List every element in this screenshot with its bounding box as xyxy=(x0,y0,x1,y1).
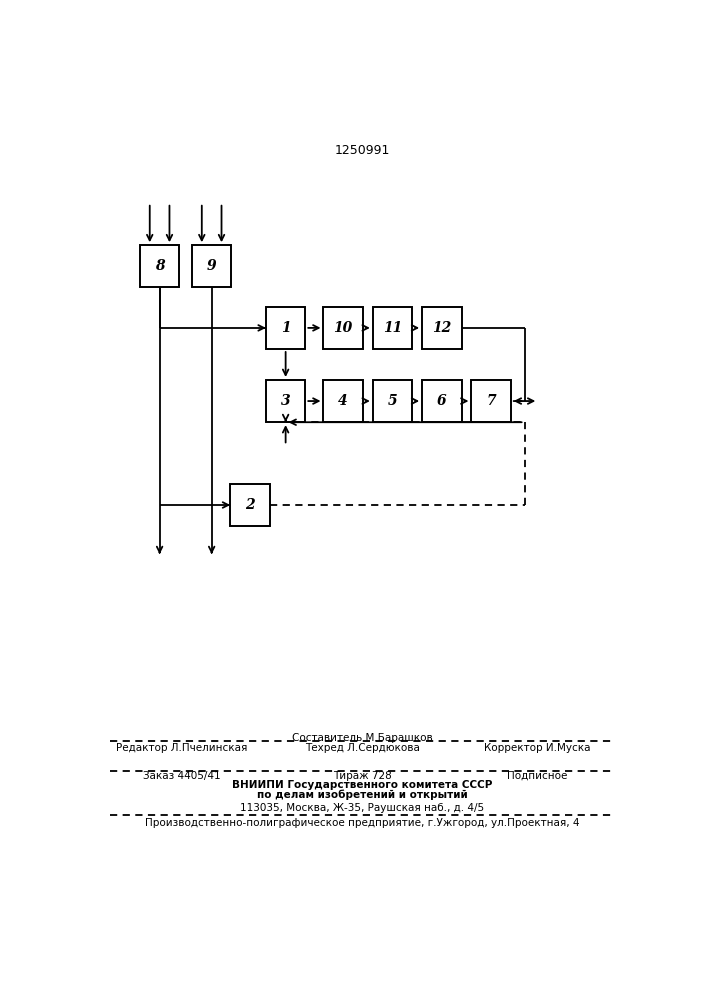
Bar xyxy=(373,380,412,422)
Text: 113035, Москва, Ж-35, Раушская наб., д. 4/5: 113035, Москва, Ж-35, Раушская наб., д. … xyxy=(240,803,484,813)
Text: 1250991: 1250991 xyxy=(334,144,390,157)
Bar xyxy=(230,484,270,526)
Text: 9: 9 xyxy=(207,259,216,273)
Text: Подписное: Подписное xyxy=(508,771,568,781)
Text: ВНИИПИ Государственного комитета СССР: ВНИИПИ Государственного комитета СССР xyxy=(232,780,493,790)
Bar xyxy=(140,245,180,287)
Text: 1: 1 xyxy=(281,321,291,335)
Text: 10: 10 xyxy=(334,321,353,335)
Text: Составитель М.Барашков: Составитель М.Барашков xyxy=(292,733,433,743)
Bar xyxy=(266,307,305,349)
Bar xyxy=(472,380,511,422)
Text: 5: 5 xyxy=(387,394,397,408)
Bar xyxy=(266,380,305,422)
Text: 3: 3 xyxy=(281,394,291,408)
Text: 6: 6 xyxy=(437,394,447,408)
Text: Редактор Л.Пчелинская: Редактор Л.Пчелинская xyxy=(116,743,247,753)
Text: 2: 2 xyxy=(245,498,255,512)
Text: Техред Л.Сердюкова: Техред Л.Сердюкова xyxy=(305,743,420,753)
Text: Тираж 728: Тираж 728 xyxy=(333,771,392,781)
Text: 7: 7 xyxy=(486,394,496,408)
Bar xyxy=(323,307,363,349)
Bar xyxy=(373,307,412,349)
Text: Корректор И.Муска: Корректор И.Муска xyxy=(484,743,591,753)
Text: 8: 8 xyxy=(155,259,165,273)
Text: 11: 11 xyxy=(383,321,402,335)
Text: 4: 4 xyxy=(339,394,348,408)
Bar xyxy=(323,380,363,422)
Bar xyxy=(422,380,462,422)
Text: Производственно-полиграфическое предприятие, г.Ужгород, ул.Проектная, 4: Производственно-полиграфическое предприя… xyxy=(145,818,580,828)
Bar xyxy=(422,307,462,349)
Text: Заказ 4405/41: Заказ 4405/41 xyxy=(143,771,221,781)
Text: 12: 12 xyxy=(432,321,451,335)
Bar xyxy=(192,245,231,287)
Text: по делам изобретений и открытий: по делам изобретений и открытий xyxy=(257,789,468,800)
